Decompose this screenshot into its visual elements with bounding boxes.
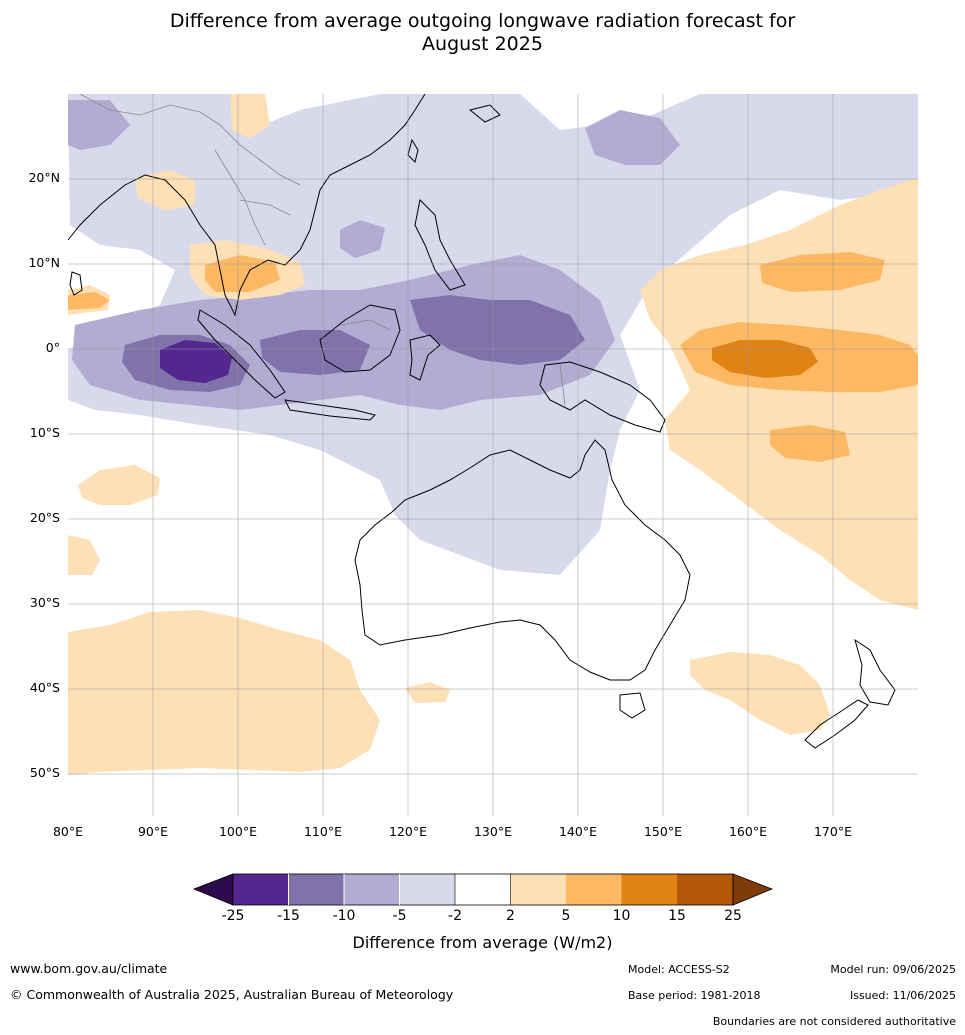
country-boundaries [79, 94, 566, 406]
colorbar-segment-2 [288, 874, 344, 905]
sulawesi-coastline [409, 334, 441, 381]
website-link[interactable]: www.bom.gov.au/climate [10, 961, 168, 976]
sumatra-coastline [197, 309, 286, 399]
lon-label-110e: 110°E [303, 824, 342, 839]
lon-label-130e: 130°E [473, 824, 512, 839]
colorbar-segment-5 [455, 874, 511, 905]
colorbar-segment-9 [677, 874, 733, 905]
anomaly-field [68, 94, 918, 816]
anomaly-region-mid-purple-north [585, 110, 680, 165]
anomaly-region-orange-north [760, 252, 885, 292]
lon-label-90e: 90°E [137, 824, 169, 839]
colorbar-tick-label: -15 [277, 908, 300, 924]
disclaimer: Boundaries are not considered authoritat… [712, 1015, 956, 1028]
colorbar-tick-label: -25 [221, 908, 245, 924]
java-coastline [284, 399, 376, 421]
colorbar-tick-label: 10 [612, 908, 631, 924]
anomaly-region-light-orange-south [68, 610, 380, 775]
model-name: Model: ACCESS-S2 [628, 963, 730, 976]
model-run-date: Model run: 09/06/2025 [830, 963, 956, 976]
sri-lanka-coastline [69, 271, 83, 296]
colorbar-tick-label: 15 [668, 908, 686, 924]
chart-title: Difference from average outgoing longwav… [0, 10, 965, 56]
issued-date: Issued: 11/06/2025 [849, 989, 956, 1002]
lon-label-170e: 170°E [813, 824, 852, 839]
lon-label-80e: 80°E [52, 824, 84, 839]
colorbar-tick-label: -2 [448, 908, 462, 924]
nz-north-island-coastline [854, 638, 896, 706]
anomaly-region-dark-purple-mid [260, 330, 370, 375]
title-line-2: August 2025 [422, 33, 543, 55]
colorbar [192, 873, 774, 906]
lon-label-100e: 100°E [218, 824, 257, 839]
colorbar-tick-label: 2 [506, 908, 515, 924]
colorbar-segment-3 [344, 874, 400, 905]
colorbar-segment-4 [399, 874, 455, 905]
lon-label-150e: 150°E [643, 824, 682, 839]
lat-label-20s: 20°S [29, 510, 60, 525]
anomaly-region-light-orange-tasman [690, 652, 830, 735]
nz-south-island-coastline [804, 699, 869, 749]
lat-label-30s: 30°S [29, 595, 60, 610]
title-line-1: Difference from average outgoing longwav… [169, 10, 796, 32]
colorbar-segment-1 [233, 874, 289, 905]
colorbar-title: Difference from average (W/m2) [352, 933, 613, 952]
lat-label-40s: 40°S [29, 680, 60, 695]
colorbar-extend-low [192, 873, 234, 906]
anomaly-region-dark-orange [712, 340, 818, 378]
asia-mainland-coastline [68, 94, 426, 317]
anomaly-region-deep-purple [160, 340, 232, 383]
anomaly-region-light-orange-west [78, 465, 160, 505]
colorbar-tick-label: -10 [332, 908, 356, 924]
anomaly-region-light-orange-top [230, 94, 270, 138]
anomaly-region-light-orange-sw [68, 535, 100, 575]
colorbar-tick-label: 5 [561, 908, 571, 924]
anomaly-region-mid-purple-nw [68, 100, 130, 150]
tasmania-coastline [619, 692, 646, 719]
copyright-text: © Commonwealth of Australia 2025, Austra… [10, 987, 454, 1002]
colorbar-tick-label: 25 [724, 908, 742, 924]
anomaly-region-light-orange-north [135, 170, 195, 210]
lon-label-140e: 140°E [558, 824, 597, 839]
lat-label-10s: 10°S [29, 425, 60, 440]
anomaly-region-mid-purple-north-2 [340, 220, 385, 258]
lat-label-20n: 20°N [28, 170, 60, 185]
colorbar-segment-8 [621, 874, 677, 905]
base-period: Base period: 1981-2018 [628, 989, 761, 1002]
lat-label-0: 0° [45, 340, 60, 355]
anomaly-region-light-orange-gab [405, 682, 450, 703]
colorbar-segment-7 [566, 874, 622, 905]
anomaly-region-dark-purple-east [410, 295, 585, 365]
lat-label-50s: 50°S [29, 765, 60, 780]
anomaly-region-orange-arabian [68, 292, 110, 310]
map-gridlines [68, 94, 918, 816]
new-guinea-coastline [539, 361, 666, 433]
borneo-coastline [319, 304, 401, 373]
lon-label-160e: 160°E [728, 824, 767, 839]
colorbar-segment-6 [510, 874, 566, 905]
colorbar-extend-high [732, 873, 774, 906]
colorbar-tick-label: -5 [392, 908, 407, 924]
coastlines [68, 94, 896, 749]
australia-coastline [354, 439, 691, 681]
philippines-coastline [414, 198, 466, 291]
lat-label-10n: 10°N [28, 255, 60, 270]
taiwan-coastline [407, 138, 419, 163]
japan-coastline [468, 104, 501, 123]
lon-label-120e: 120°E [388, 824, 427, 839]
